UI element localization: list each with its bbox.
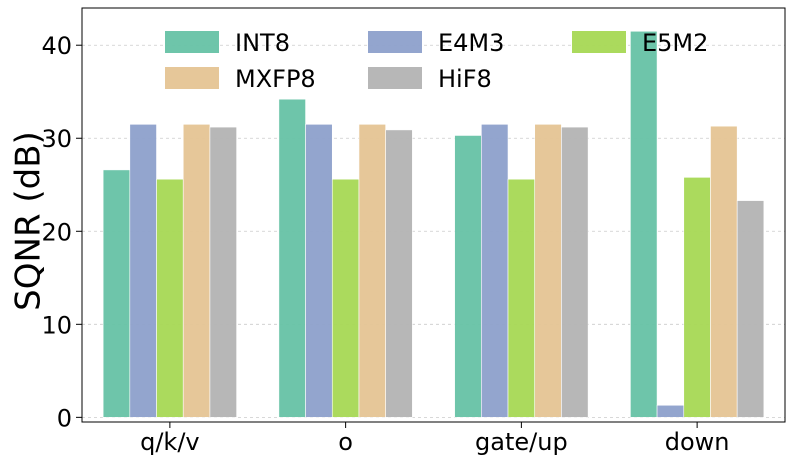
x-tick-label: down [665,428,730,456]
y-tick-label: 0 [57,404,72,432]
bar-hif8-2 [561,126,589,418]
bar-mxfp8-2 [534,123,562,418]
bar-e5m2-1 [331,178,360,418]
bar-hif8-0 [209,126,237,418]
y-tick-label: 20 [41,218,72,246]
bar-int8-3 [630,30,658,418]
legend: INT8 E4M3 E5M2 MXFP8 HiF8 [165,29,708,93]
bar-e4m3-0 [129,123,157,418]
bar-int8-1 [278,98,306,418]
legend-swatch-mxfp8 [165,67,219,89]
bar-e5m2-2 [507,178,536,418]
legend-swatch-hif8 [368,67,422,89]
legend-label-hif8: HiF8 [438,65,492,93]
y-axis-title: SQNR (dB) [9,131,49,311]
bar-e5m2-0 [156,178,184,418]
x-tick-label: o [338,428,353,456]
legend-label-int8: INT8 [235,29,290,57]
legend-swatch-e4m3 [368,31,422,53]
bar-e4m3-1 [305,123,333,418]
plot-frame [81,7,786,423]
y-tick-label: 10 [41,311,72,339]
axis-layer: 0 10 20 30 40 q/k/v o gate/up down [41,32,729,456]
legend-swatch-int8 [165,31,219,53]
y-tick-label: 30 [41,125,72,153]
legend-label-e5m2: E5M2 [642,29,708,57]
bar-e4m3-3 [656,404,685,418]
legend-swatch-e5m2 [572,31,626,53]
bar-e4m3-2 [481,123,509,418]
bar-mxfp8-1 [358,123,386,418]
legend-label-e4m3: E4M3 [438,29,504,57]
x-tick-label: q/k/v [140,428,200,456]
bar-hif8-3 [736,200,765,418]
x-tick-label: gate/up [475,428,568,456]
y-tick-label: 40 [41,32,72,60]
bar-mxfp8-0 [182,123,211,418]
bar-mxfp8-3 [710,125,738,418]
bar-layer [102,30,765,418]
bar-e5m2-3 [683,177,711,418]
legend-label-mxfp8: MXFP8 [235,65,316,93]
bar-int8-0 [102,169,131,418]
bar-hif8-1 [385,129,413,418]
bar-int8-2 [454,135,482,418]
